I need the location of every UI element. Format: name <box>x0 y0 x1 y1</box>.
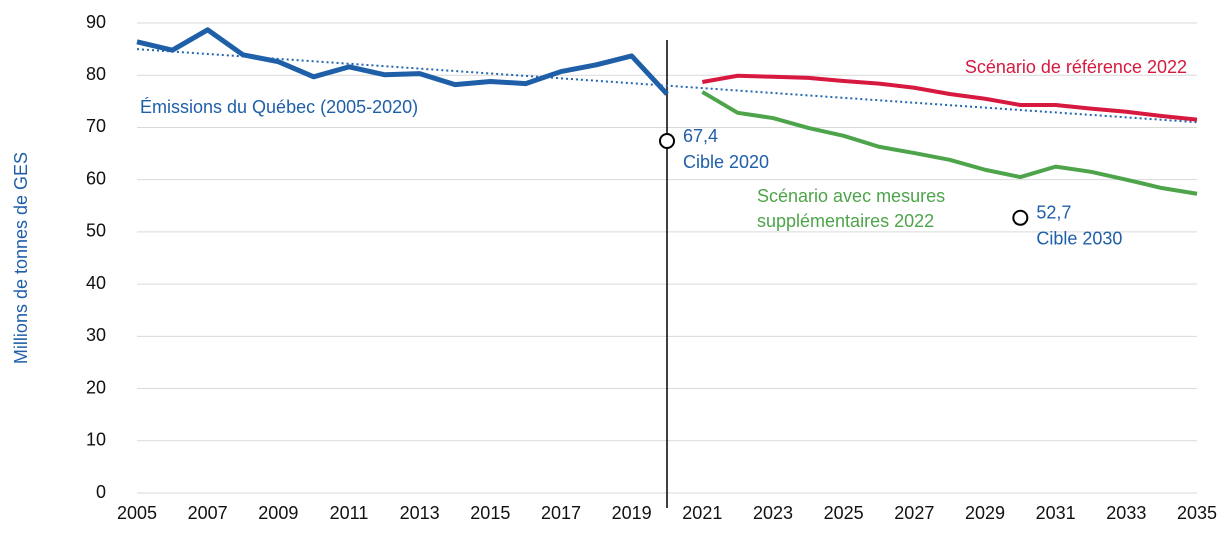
x-tick-label: 2011 <box>330 503 369 523</box>
series-label: Émissions du Québec (2005-2020) <box>140 97 418 117</box>
x-tick-label: 2005 <box>117 503 157 523</box>
target-label: Cible 2030 <box>1036 229 1122 249</box>
target-marker <box>659 133 675 150</box>
y-axis-title: Millions de tonnes de GES <box>11 152 31 364</box>
y-tick-label: 90 <box>86 12 106 32</box>
target-marker <box>1012 209 1029 226</box>
y-tick-label: 20 <box>86 377 106 397</box>
y-tick-label: 0 <box>96 482 106 502</box>
series-label: Scénario avec mesures supplémentaires 202… <box>757 186 945 231</box>
x-tick-label: 2025 <box>824 503 864 523</box>
y-tick-label: 50 <box>86 221 106 241</box>
y-tick-label: 10 <box>86 430 106 450</box>
y-tick-label: 70 <box>86 116 106 136</box>
target-label: Cible 2020 <box>683 152 769 172</box>
series-line <box>701 90 1198 196</box>
y-tick-label: 30 <box>86 325 106 345</box>
x-tick-label: 2035 <box>1177 503 1217 523</box>
x-tick-label: 2017 <box>541 503 581 523</box>
x-tick-label: 2015 <box>470 503 510 523</box>
series-line <box>136 27 669 96</box>
target-value-label: 52,7 <box>1036 203 1071 223</box>
x-tick-label: 2023 <box>753 503 793 523</box>
x-tick-label: 2009 <box>258 503 298 523</box>
series-line <box>701 73 1198 122</box>
x-tick-label: 2013 <box>400 503 440 523</box>
x-tick-label: 2021 <box>682 503 722 523</box>
x-tick-label: 2007 <box>188 503 228 523</box>
x-tick-label: 2027 <box>894 503 934 523</box>
y-tick-label: 80 <box>86 64 106 84</box>
x-tick-label: 2031 <box>1036 503 1076 523</box>
x-tick-label: 2029 <box>965 503 1005 523</box>
y-tick-label: 60 <box>86 168 106 188</box>
y-tick-label: 40 <box>86 273 106 293</box>
series-line <box>136 48 1198 124</box>
x-tick-label: 2033 <box>1106 503 1146 523</box>
target-value-label: 67,4 <box>683 126 718 146</box>
x-tick-label: 2019 <box>612 503 652 523</box>
series-label: Scénario de référence 2022 <box>965 57 1187 77</box>
